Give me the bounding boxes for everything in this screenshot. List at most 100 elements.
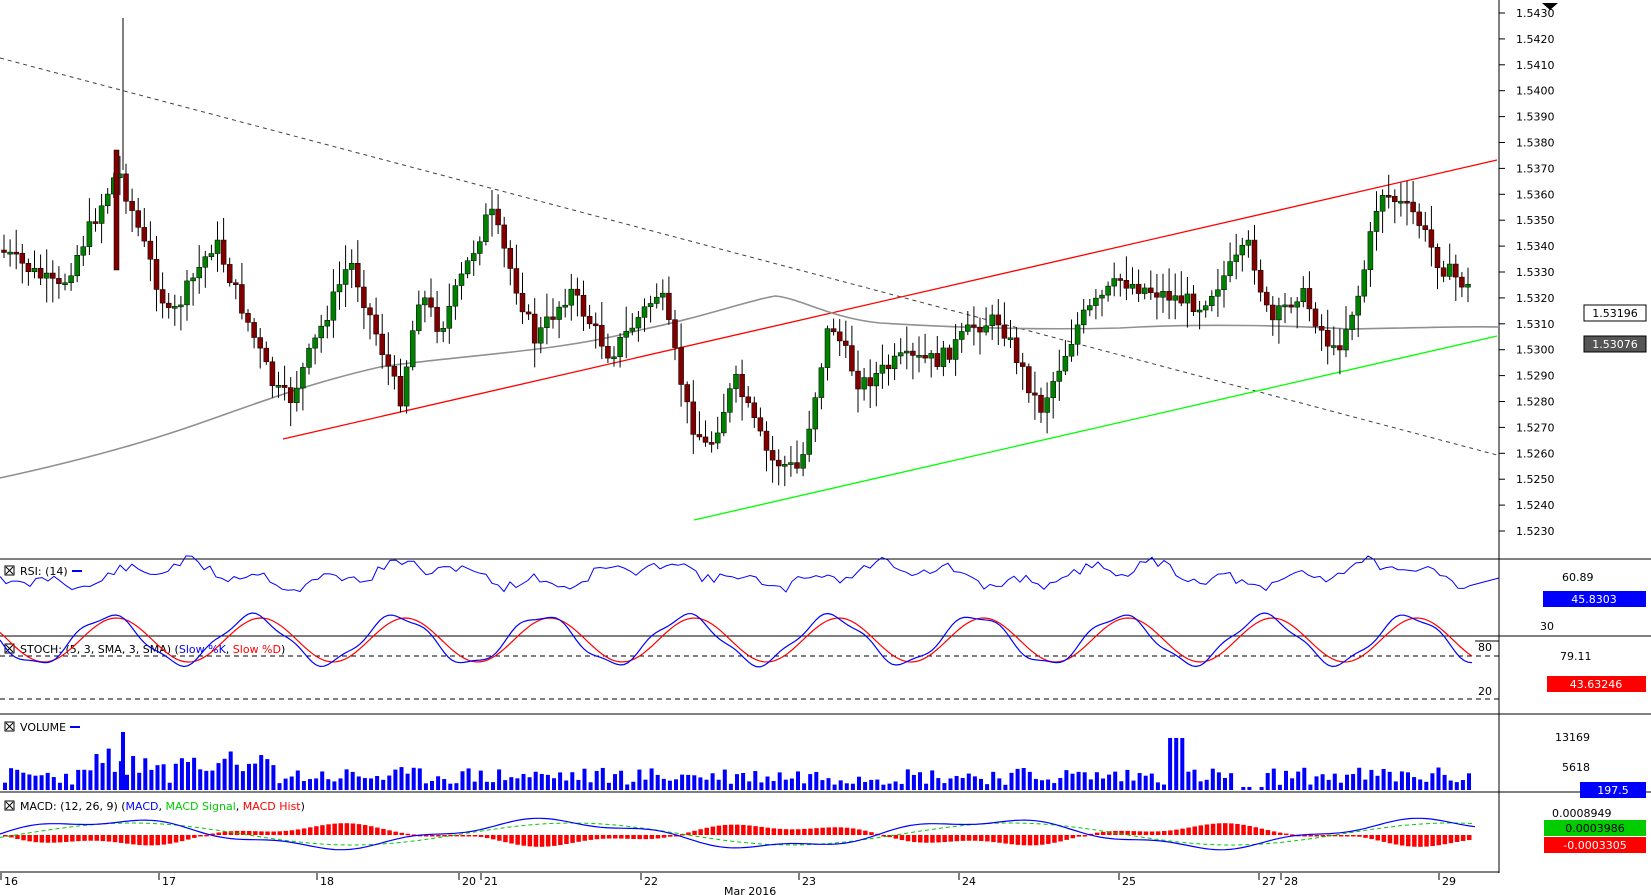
volume-bar [326,779,331,790]
macd-hist-bar [332,823,337,835]
candle-body [1446,263,1453,277]
volume-bar [472,781,477,790]
volume-bar [594,770,599,790]
macd-hist-bar [118,835,124,843]
volume-bar [613,774,617,790]
volume-bar [460,771,465,790]
candle-body [1080,309,1087,326]
candle-body [519,292,526,313]
candle-body [1032,392,1038,396]
price-tick-label: 1.5410 [1516,59,1555,72]
volume-bar [783,779,788,790]
macd-hist-bar [1308,835,1313,837]
volume-bar [491,782,495,790]
candle-body [113,149,120,271]
macd-hist-bar [179,835,185,842]
candle-body [1385,195,1392,198]
candle-body [1178,295,1185,304]
macd-hist-bar [942,835,947,843]
candle-body [739,374,745,398]
candle-body [1270,304,1276,321]
volume-bar [924,783,929,790]
macd-hist-bar [905,835,911,842]
volume-bar [295,770,300,790]
macd-hist-bar [57,835,63,843]
candle-body [922,355,928,359]
volume-bar [405,773,410,790]
candle-body [513,268,520,294]
candle-body [391,365,398,377]
candle-body [592,323,599,327]
macd-hist-bar [192,835,197,838]
candle-body [1056,370,1063,382]
candle-body [538,327,544,344]
volume-bar [338,778,343,790]
macd-hist-bar [600,835,606,839]
macd-hist-bar [1046,835,1051,844]
volume-bar [552,778,556,790]
price-tick-label: 1.5430 [1516,7,1555,20]
volume-bar [121,732,125,790]
volume-bar [131,756,136,790]
volume-bar [247,763,251,790]
candle-body [184,280,190,306]
time-axis: 16 17 18 20 21 22 24 25 27 28 29 23 Mar 2016 [0,873,1456,895]
candle-body [312,337,318,349]
macd-panel: MACD: (12, 26, 9) (MACD, MACD Signal, MA… [0,800,1646,853]
candle-body [1263,291,1270,306]
macd-hist-bar [3,835,8,837]
candle-body [891,355,898,370]
volume-bar [1381,769,1386,790]
volume-bar [625,784,630,790]
macd-hist-bar [149,835,154,846]
volume-bar [356,776,361,790]
volume-bar [503,780,508,790]
volume-bar [1119,781,1124,790]
volume-bar [1357,767,1362,790]
macd-hist-bar [222,831,228,835]
macd-hist-bar [1003,835,1008,844]
volume-bar [753,771,758,790]
volume-bar [643,779,648,790]
candle-body [385,354,392,367]
candle-body [885,364,892,370]
volume-bar [1174,738,1179,790]
volume-bar [216,763,221,790]
macd-hist-bar [704,827,709,835]
volume-bar [1015,768,1020,790]
macd-hist-bar [1058,835,1063,842]
macd-hist-bar [692,830,697,835]
candle-body [245,312,251,323]
volume-bar [442,779,447,790]
volume-bar [1125,769,1130,790]
volume-bar [149,769,154,790]
macd-hist-bar [661,835,667,838]
volume-bar [106,748,111,790]
volume-bar [777,772,782,790]
macd-hist-bar [783,829,789,835]
candle-body [794,462,800,469]
scroll-marker-icon[interactable] [1542,3,1558,10]
time-tick-label: 22 [644,875,658,888]
candle-body [977,326,983,333]
candle-body [257,337,263,349]
macd-hist-bar [911,835,917,842]
macd-hist-bar [125,835,130,844]
volume-bar [674,779,678,790]
rsi-tick: 60.89 [1562,571,1594,584]
rsi-value: 45.8303 [1571,593,1617,606]
volume-bar [649,768,654,790]
volume-bar [1149,773,1154,790]
candle-body [1373,211,1380,232]
price-tick-label: 1.5230 [1516,525,1555,538]
candle-body [1062,355,1069,372]
macd-hist-bar [265,831,270,835]
volume-bar [3,782,7,790]
macd-hist-bar [747,825,752,835]
volume-bar [521,773,526,790]
macd-hist-bar [94,835,99,841]
candle-body [1300,288,1307,303]
macd-hist-bar [45,835,51,843]
candle-body [629,327,636,332]
volume-bar [1003,784,1008,790]
